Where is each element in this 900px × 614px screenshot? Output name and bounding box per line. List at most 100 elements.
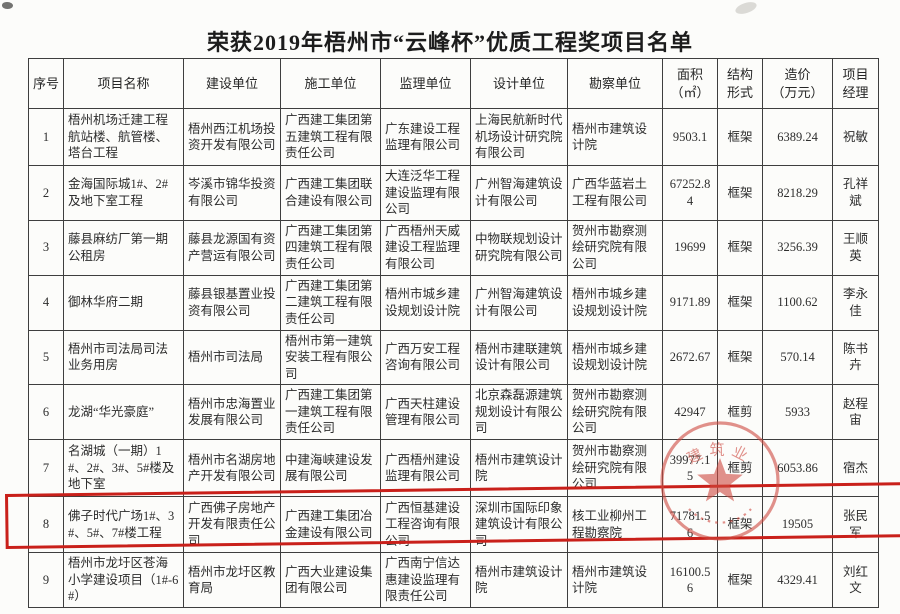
cell-designer: 梧州市建筑设计院 (470, 439, 568, 497)
cell-contractor: 广西建工集团冶金建设有限公司 (280, 496, 381, 553)
cell-designer: 梧州市建联建筑设计有限公司 (470, 329, 568, 385)
cell-builder: 藤县龙源国有资产营运有限公司 (183, 219, 281, 276)
cell-cost: 19505 (762, 496, 833, 553)
col-header-designer: 设计单位 (470, 58, 568, 109)
page-title: 荣获2019年梧州市“云峰杯”优质工程奖项目名单 (206, 30, 693, 55)
cell-surveyor: 梧州市城乡建设规划设计院 (567, 329, 663, 385)
cell-supervisor: 广西恒基建设工程咨询有限公司 (380, 496, 471, 553)
table-row: 5 梧州市司法局司法业务用房 梧州市司法局 梧州市第一建筑安装工程有限公司 广西万安工程… (28, 329, 879, 385)
table-row: 1 梧州机场迁建工程航站楼、航管楼、塔台工程 梧州西江机场投资开发有限公司 广西建工集… (28, 108, 879, 166)
cell-builder: 梧州市司法局 (183, 329, 281, 385)
cell-surveyor: 贺州市勘察测绘研究院有限公司 (567, 384, 663, 440)
cell-structure: 框架 (717, 552, 763, 608)
table-row: 4 御林华府二期 藤县银基置业投资有限公司 广西建工集团第二建筑工程有限责任公司 梧州市… (28, 274, 879, 331)
table-row: 6 龙湖“华光豪庭” 梧州市忠海置业发展有限公司 广西建工集团第一建筑工程有限责任公司… (28, 384, 879, 440)
cell-surveyor: 梧州市建筑设计院 (567, 108, 663, 166)
table-row: 8 佛子时代广场1#、3#、5#、7#楼工程 广西佛子房地产开发有限责任公司 广西建工… (28, 496, 879, 553)
cell-cost: 570.14 (762, 329, 833, 385)
table-row: 7 名湖城（一期）1#、2#、3#、5#楼及地下室 梧州市名湖房地产开发有限公司 中建… (28, 439, 879, 497)
table-row: 2 金海国际城1#、2#及地下室工程 岑溪市锦华投资有限公司 广西建工集团联合建设有限… (28, 165, 879, 221)
cell-builder: 梧州市龙圩区教育局 (183, 552, 281, 608)
cell-manager: 祝敏 (832, 108, 879, 166)
cell-designer: 广州智海建筑设计有限公司 (470, 274, 568, 331)
table-row: 3 藤县麻纺厂第一期公租房 藤县龙源国有资产营运有限公司 广西建工集团第四建筑工程有限… (28, 219, 879, 276)
col-header-structure: 结构 形式 (717, 58, 763, 109)
cell-area: 19699 (662, 219, 718, 276)
cell-designer: 北京森磊源建筑规划设计有限公司 (470, 384, 568, 440)
cell-cost: 4329.41 (762, 552, 833, 608)
cell-supervisor: 广东建设工程监理有限公司 (380, 108, 471, 166)
cell-structure: 框架 (717, 329, 763, 385)
cell-cost: 6053.86 (762, 439, 833, 497)
cell-contractor: 广西建工集团联合建设有限公司 (280, 165, 381, 221)
cell-designer: 梧州市建筑设计院 (470, 552, 568, 608)
cell-structure: 框架 (717, 496, 763, 553)
cell-area: 67252.84 (662, 165, 718, 221)
cell-manager: 赵程宙 (832, 384, 879, 440)
scan-artifact (733, 0, 759, 17)
col-header-cost: 造价 （万元） (762, 58, 833, 109)
cell-structure: 框剪 (717, 384, 763, 440)
cell-cost: 6389.24 (762, 108, 833, 166)
col-header-manager: 项目 经理 (832, 58, 879, 109)
cell-designer: 上海民航新时代机场设计研究院有限公司 (470, 108, 568, 166)
cell-contractor: 广西建工集团第二建筑工程有限责任公司 (280, 274, 381, 331)
cell-cost: 1100.62 (762, 274, 833, 331)
col-header-surveyor: 勘察单位 (567, 58, 663, 109)
cell-builder: 岑溪市锦华投资有限公司 (183, 165, 281, 221)
cell-name: 佛子时代广场1#、3#、5#、7#楼工程 (63, 496, 184, 553)
cell-name: 名湖城（一期）1#、2#、3#、5#楼及地下室 (63, 439, 184, 497)
cell-name: 梧州市司法局司法业务用房 (63, 329, 184, 385)
col-header-area: 面积 （㎡） (662, 58, 718, 109)
cell-area: 9503.1 (662, 108, 718, 166)
cell-manager: 宿杰 (832, 439, 879, 497)
cell-name: 梧州机场迁建工程航站楼、航管楼、塔台工程 (63, 108, 184, 166)
cell-builder: 梧州西江机场投资开发有限公司 (183, 108, 281, 166)
cell-surveyor: 梧州市城乡建设规划设计院 (567, 274, 663, 331)
col-header-builder: 建设单位 (183, 58, 281, 109)
cell-manager: 陈书卉 (832, 329, 879, 385)
cell-surveyor: 梧州市建筑设计院 (567, 552, 663, 608)
cell-area: 42947 (662, 384, 718, 440)
cell-manager: 孔祥斌 (832, 165, 879, 221)
cell-area: 16100.56 (662, 552, 718, 608)
cell-designer: 深圳市国际印象建筑设计有限公司 (470, 496, 568, 553)
cell-name: 御林华府二期 (63, 274, 184, 331)
cell-cost: 8218.29 (762, 165, 833, 221)
cell-no: 7 (28, 439, 64, 497)
col-header-project-name: 项目名称 (63, 58, 184, 109)
table-row: 9 梧州市龙圩区苍海小学建设项目（1#-6#） 梧州市龙圩区教育局 广西大业建设集团有… (28, 552, 879, 608)
cell-designer: 广州智海建筑设计有限公司 (470, 165, 568, 221)
cell-builder: 梧州市忠海置业发展有限公司 (183, 384, 281, 440)
cell-builder: 广西佛子房地产开发有限责任公司 (183, 496, 281, 553)
cell-structure: 框架 (717, 165, 763, 221)
cell-manager: 王顺英 (832, 219, 879, 276)
cell-contractor: 广西大业建设集团有限公司 (280, 552, 381, 608)
cell-structure: 框剪 (717, 439, 763, 497)
cell-name: 梧州市龙圩区苍海小学建设项目（1#-6#） (63, 552, 184, 608)
cell-area: 9171.89 (662, 274, 718, 331)
cell-manager: 李永佳 (832, 274, 879, 331)
awards-table: 序号 项目名称 建设单位 施工单位 监理单位 设计单位 勘察单位 面积 （㎡） … (28, 58, 879, 608)
cell-supervisor: 广西南宁信达惠建设监理有限责任公司 (380, 552, 471, 608)
cell-manager: 张民军 (832, 496, 879, 553)
col-header-no: 序号 (28, 58, 64, 109)
cell-no: 6 (28, 384, 64, 440)
cell-contractor: 广西建工集团第五建筑工程有限责任公司 (280, 108, 381, 166)
cell-supervisor: 梧州市城乡建设规划设计院 (380, 274, 471, 331)
cell-area: 2672.67 (662, 329, 718, 385)
scan-artifact (2, 2, 13, 9)
cell-contractor: 中建海峡建设发展有限公司 (280, 439, 381, 497)
cell-area: 39977.15 (662, 439, 718, 497)
col-header-contractor: 施工单位 (280, 58, 381, 109)
cell-no: 8 (28, 496, 64, 553)
cell-contractor: 梧州市第一建筑安装工程有限公司 (280, 329, 381, 385)
header-row: 序号 项目名称 建设单位 施工单位 监理单位 设计单位 勘察单位 面积 （㎡） … (28, 58, 879, 109)
cell-supervisor: 广西梧州天威建设工程监理有限公司 (380, 219, 471, 276)
cell-area: 71781.56 (662, 496, 718, 553)
cell-no: 2 (28, 165, 64, 221)
cell-cost: 3256.39 (762, 219, 833, 276)
cell-no: 3 (28, 219, 64, 276)
cell-structure: 框架 (717, 219, 763, 276)
